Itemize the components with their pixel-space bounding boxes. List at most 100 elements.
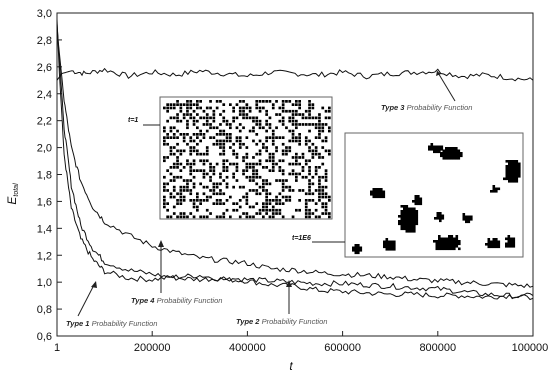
svg-text:Type 2 Probability Function: Type 2 Probability Function	[236, 317, 327, 326]
inset-t1-cell	[219, 192, 222, 196]
inset-t1-cell	[298, 142, 301, 146]
inset-t1-cell	[179, 119, 183, 123]
inset-t1-cell	[252, 119, 255, 123]
inset-t1-cell	[324, 185, 328, 189]
inset-t1e6-cell	[492, 245, 496, 249]
inset-t1e6-cell	[510, 160, 514, 163]
inset-t1e6-cell	[390, 243, 394, 246]
inset-t1e6-cell	[455, 152, 458, 155]
inset-t1e6-cell	[390, 245, 394, 249]
inset-t1-cell	[314, 189, 318, 192]
inset-t1-cell	[311, 152, 315, 156]
inset-t1-cell	[265, 149, 268, 153]
inset-t1-cell	[288, 139, 292, 143]
inset-t1-cell	[189, 149, 193, 153]
inset-t1-cell	[199, 129, 202, 133]
inset-t1-cell	[262, 202, 265, 205]
inset-t1e6-cell	[505, 160, 509, 163]
inset-t1e6-cell	[439, 217, 442, 220]
inset-t1-cell	[235, 208, 239, 212]
annotation-type1-arrowhead	[91, 281, 97, 288]
inset-t1-cell	[166, 156, 169, 159]
inset-t1-cell	[225, 199, 229, 202]
inset-t1-cell	[318, 129, 321, 133]
inset-t1e6-cell	[485, 243, 488, 246]
inset-t1-cell	[205, 116, 209, 120]
inset-t1-cell	[176, 159, 179, 163]
inset-t1-cell	[245, 146, 249, 149]
inset-t1e6-cell	[410, 207, 414, 211]
inset-t1-cell	[176, 136, 179, 139]
y-axis-label-sub: total	[13, 183, 20, 197]
inset-t1-cell	[179, 152, 183, 156]
inset-t1e6-cell	[445, 154, 448, 158]
inset-t1e6-cell	[518, 175, 521, 178]
inset-t1e6-cell	[492, 238, 496, 241]
inset-t1e6-cell	[400, 212, 404, 216]
inset-t1-cell	[235, 103, 239, 106]
inset-t1-cell	[295, 175, 298, 179]
inset-t1-cell	[166, 136, 169, 139]
inset-t1-cell	[179, 103, 183, 106]
inset-t1-cell	[291, 123, 295, 126]
inset-t1-cell	[295, 152, 298, 156]
inset-t1-cell	[258, 149, 262, 153]
inset-t1e6-cell	[403, 215, 406, 218]
inset-t1-cell	[205, 149, 209, 153]
inset-t1-cell	[321, 146, 325, 149]
inset-t1-cell	[212, 142, 216, 146]
inset-t1-cell	[212, 192, 216, 196]
inset-t1-cell	[166, 109, 169, 113]
inset-t1-cell	[255, 119, 259, 123]
annotation-type4-type: Type 4	[131, 296, 155, 305]
annotation-type1-type: Type 1	[66, 319, 89, 328]
inset-t1e6-cell	[408, 230, 411, 233]
inset-t1e6-cell	[513, 167, 516, 171]
inset-t1-cell	[275, 199, 278, 202]
inset-t1-cell	[271, 152, 275, 156]
inset-t1-cell	[179, 133, 183, 136]
inset-t1-cell	[192, 119, 196, 123]
inset-t1-cell	[169, 103, 173, 106]
inset-t1-cell	[271, 103, 275, 106]
inset-t1-cell	[199, 199, 202, 202]
inset-t1-cell	[196, 103, 199, 106]
inset-t1-cell	[229, 139, 232, 143]
inset-t1e6-cell	[448, 247, 451, 251]
inset-t1-cell	[186, 109, 189, 113]
inset-t1-cell	[238, 113, 242, 116]
inset-t1-cell	[304, 139, 308, 143]
inset-t1-cell	[212, 172, 216, 176]
x-tick-label: 1	[54, 342, 60, 354]
inset-t1e6-cell	[410, 210, 414, 213]
inset-t1e6-cell	[417, 202, 420, 206]
inset-t1e6-cell	[440, 148, 444, 151]
inset-t1-cell	[262, 182, 265, 186]
inset-t1e6-cell	[385, 243, 389, 246]
inset-t1e6-cell	[403, 227, 406, 231]
inset-t1-cell	[328, 215, 331, 219]
inset-t1-cell	[222, 146, 226, 149]
inset-t1e6-cell	[405, 215, 409, 218]
inset-t1e6-cell	[419, 200, 423, 203]
inset-t1-cell	[255, 142, 259, 146]
inset-t1-cell	[321, 205, 325, 209]
inset-t1-cell	[212, 119, 216, 123]
inset-t1-cell	[281, 159, 285, 163]
x-tick-label: 800000	[419, 342, 456, 354]
inset-t1-cell	[258, 126, 262, 130]
inset-t1-cell	[172, 133, 176, 136]
inset-t1-cell	[248, 179, 252, 182]
inset-t1-cell	[271, 166, 275, 169]
inset-t1-cell	[311, 149, 315, 153]
inset-t1-cell	[298, 133, 301, 136]
inset-t1-cell	[255, 169, 259, 172]
series-line-type-3	[56, 67, 534, 82]
inset-t1-cell	[281, 179, 285, 182]
inset-t1-cell	[176, 129, 179, 133]
inset-t1-cell	[281, 142, 285, 146]
inset-t1e6-cell	[458, 242, 461, 246]
inset-t1-cell	[166, 215, 169, 219]
inset-t1-cell	[192, 202, 196, 205]
inset-t1e6-cell	[441, 217, 445, 220]
